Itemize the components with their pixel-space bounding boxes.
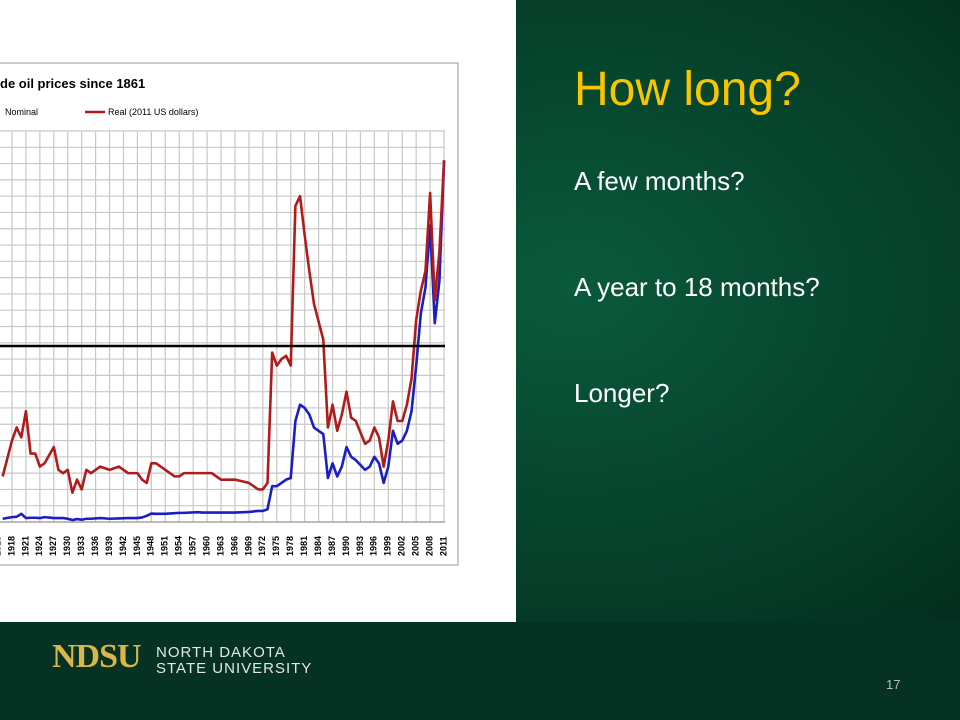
x-tick-label: 1990 — [341, 536, 351, 556]
legend-label: Real (2011 US dollars) — [108, 107, 198, 117]
legend-label: Nominal — [5, 107, 38, 117]
x-tick-label: 2011 — [438, 536, 448, 556]
x-tick-label: 1954 — [174, 536, 184, 556]
x-tick-label: 1999 — [383, 536, 393, 556]
x-tick-label: 1936 — [90, 536, 100, 556]
x-tick-label: 1978 — [285, 536, 295, 556]
x-tick-label: 1942 — [118, 536, 128, 556]
chart-title: de oil prices since 1861 — [0, 76, 145, 91]
slide-title: How long? — [574, 63, 801, 116]
x-tick-label: 1975 — [271, 536, 281, 556]
chart-frame — [0, 62, 459, 566]
chart: de oil prices since 1861 051015202530354… — [0, 0, 516, 622]
x-tick-label: 1933 — [76, 536, 86, 556]
page-number: 17 — [886, 677, 901, 692]
x-tick-label: 1960 — [201, 536, 211, 556]
logo-mark: NDSU — [52, 638, 142, 675]
x-tick-label: 1957 — [188, 536, 198, 556]
footer — [0, 622, 960, 720]
x-tick-label: 1969 — [243, 536, 253, 556]
x-tick-label: 1939 — [104, 536, 114, 556]
bullet: A few months? — [574, 166, 745, 196]
x-tick-label: 1993 — [355, 536, 365, 556]
logo-text: NORTH DAKOTA — [156, 644, 286, 661]
x-tick-label: 1966 — [229, 536, 239, 556]
x-tick-label: 1930 — [62, 536, 72, 556]
series-line — [1, 160, 446, 494]
x-tick-label: 1945 — [132, 536, 142, 556]
x-tick-label: 1987 — [327, 536, 337, 556]
series-line — [2, 160, 446, 522]
x-tick-label: 1948 — [146, 536, 156, 556]
bullet: Longer? — [574, 378, 670, 408]
x-tick-label: 1915 — [0, 536, 2, 556]
x-tick-label: 1927 — [48, 536, 58, 556]
x-tick-label: 2002 — [397, 536, 407, 556]
x-tick-label: 1921 — [20, 536, 30, 556]
x-tick-label: 2008 — [424, 536, 434, 556]
x-tick-label: 1924 — [34, 536, 44, 556]
x-tick-label: 1951 — [160, 536, 170, 556]
bullet: A year to 18 months? — [574, 272, 820, 302]
x-tick-label: 1963 — [215, 536, 225, 556]
x-tick-label: 2005 — [411, 536, 421, 556]
x-tick-label: 1984 — [313, 536, 323, 556]
x-tick-label: 1918 — [6, 536, 16, 556]
logo-text: STATE UNIVERSITY — [156, 660, 313, 677]
x-tick-label: 1996 — [369, 536, 379, 556]
x-tick-label: 1972 — [257, 536, 267, 556]
x-tick-label: 1981 — [299, 536, 309, 556]
